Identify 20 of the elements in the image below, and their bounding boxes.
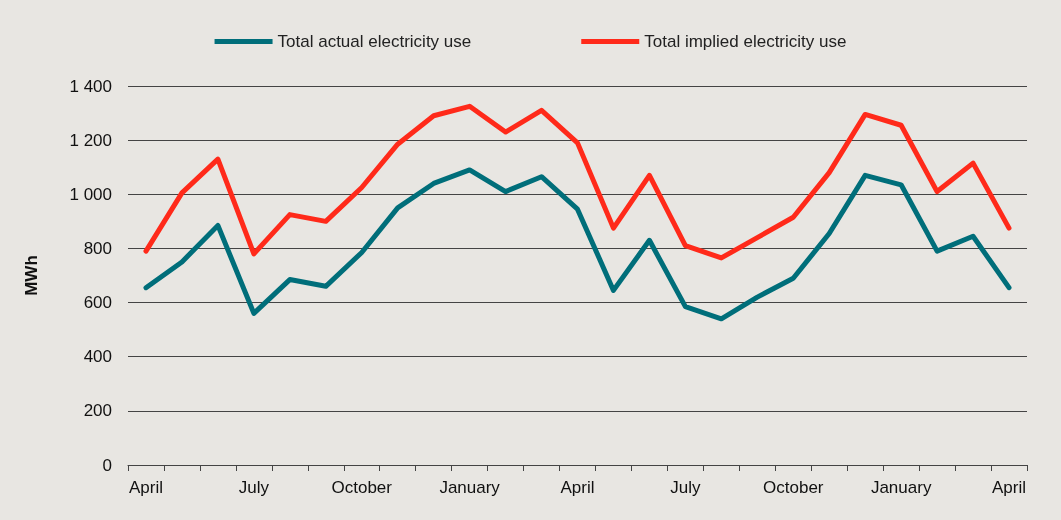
- x-tick-label: January: [439, 478, 501, 497]
- x-tick-label: April: [128, 478, 163, 497]
- x-tick-label: January: [870, 478, 932, 497]
- legend-label: Total actual electricity use: [277, 32, 472, 51]
- y-tick-label: 1 200: [69, 130, 112, 150]
- x-tick-label: October: [331, 478, 393, 497]
- x-tick-label: July: [238, 478, 270, 497]
- legend-label: Total implied electricity use: [644, 32, 847, 51]
- x-tick-label: July: [670, 478, 701, 497]
- y-tick-label: 1 000: [69, 184, 112, 204]
- y-tick-label: 800: [83, 238, 112, 258]
- y-tick-label: 0: [102, 455, 112, 475]
- x-tick-label: October: [763, 478, 824, 497]
- x-tick-label: April: [560, 478, 595, 497]
- y-tick-label: 1 400: [69, 76, 112, 96]
- y-tick-label: 600: [83, 293, 112, 313]
- y-axis-title: MWh: [22, 255, 41, 296]
- y-tick-label: 200: [83, 401, 112, 421]
- y-tick-label: 400: [83, 347, 112, 367]
- x-tick-label: April: [992, 478, 1027, 497]
